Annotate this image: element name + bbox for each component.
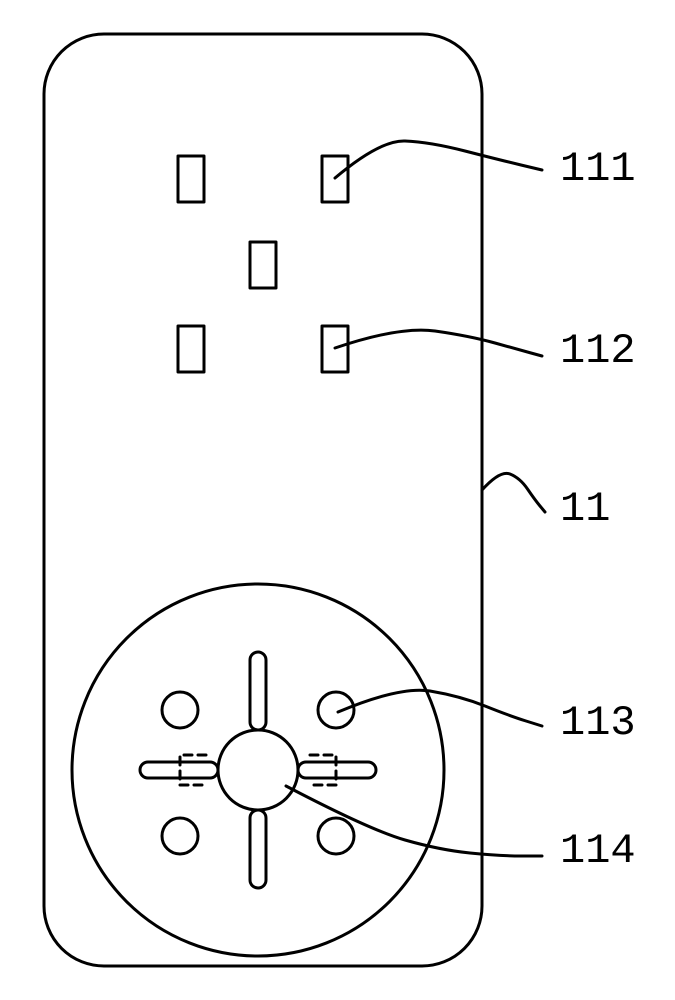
label-11: 11 — [560, 485, 610, 533]
hub-bracket-right — [310, 755, 336, 785]
leader-112 — [335, 330, 542, 356]
label-112: 112 — [560, 327, 636, 375]
dial-hole — [162, 818, 198, 854]
dial-outer — [72, 584, 444, 956]
dial-hole — [318, 692, 354, 728]
hub-bracket-left — [180, 755, 206, 785]
leader-113 — [338, 690, 542, 726]
label-114: 114 — [560, 827, 636, 875]
slot — [250, 242, 276, 288]
leader-111 — [335, 141, 542, 178]
label-113: 113 — [560, 699, 636, 747]
dial-hub — [218, 730, 298, 810]
slot — [178, 156, 204, 202]
dial-hole — [318, 818, 354, 854]
slot — [178, 326, 204, 372]
leader-11 — [482, 473, 545, 512]
label-111: 111 — [560, 145, 636, 193]
dial-arm-bottom — [250, 810, 266, 888]
dial-hole — [162, 692, 198, 728]
device-body — [44, 34, 482, 966]
dial-arm-top — [250, 652, 266, 730]
